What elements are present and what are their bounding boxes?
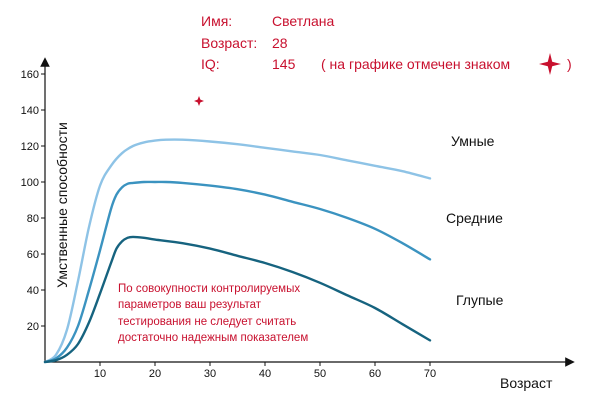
series-label-smart: Умные: [451, 133, 495, 149]
y-ticks: 20 40 60 80 100 120 140 160: [21, 69, 45, 333]
note-line-3: тестирования не следует считать: [118, 316, 296, 328]
x-tick-label: 60: [369, 368, 381, 380]
note-line-2: параметров ваш результат: [118, 299, 262, 311]
series-lines: [43, 138, 432, 364]
result-star-icon: [194, 96, 204, 106]
series-label-dull: Глупые: [456, 292, 504, 308]
name-label: Имя:: [201, 13, 232, 29]
age-label: Возраст:: [201, 35, 257, 51]
y-tick-label: 140: [21, 105, 39, 117]
y-tick-label: 60: [27, 249, 39, 261]
series-line-smart: [43, 138, 432, 364]
iq-note-end: ): [567, 56, 572, 72]
y-axis-title: Умственные способности: [54, 122, 70, 288]
result-marker-star-icon: [194, 96, 204, 106]
legend-star-icon: [539, 53, 561, 75]
x-tick-label: 30: [204, 368, 216, 380]
axes: [40, 57, 575, 367]
x-axis-title: Возраст: [500, 375, 553, 391]
y-tick-label: 20: [27, 321, 39, 333]
iq-value: 145: [272, 56, 296, 72]
iq-label: IQ:: [201, 56, 220, 72]
note-line-4: достаточно надежным показателем: [118, 332, 308, 344]
y-tick-label: 120: [21, 141, 39, 153]
info-block: Имя: Светлана Возраст: 28 IQ: 145 ( на г…: [201, 13, 572, 75]
series-label-average: Средние: [446, 210, 503, 226]
x-tick-label: 50: [314, 368, 326, 380]
name-value: Светлана: [272, 13, 335, 29]
x-tick-label: 10: [94, 368, 106, 380]
y-tick-label: 80: [27, 213, 39, 225]
age-value: 28: [272, 35, 288, 51]
series-line-dull: [43, 235, 432, 364]
iq-note-start: ( на графике отмечен знаком: [321, 56, 510, 72]
x-tick-label: 40: [259, 368, 271, 380]
disclaimer-note: По совокупности контролируемых параметро…: [118, 283, 308, 344]
x-ticks: 10 20 30 40 50 60 70: [94, 362, 436, 380]
note-line-1: По совокупности контролируемых: [118, 283, 300, 295]
y-tick-label: 160: [21, 69, 39, 81]
x-tick-label: 70: [424, 368, 436, 380]
series-line-average: [43, 180, 432, 364]
y-tick-label: 100: [21, 177, 39, 189]
x-tick-label: 20: [149, 368, 161, 380]
y-tick-label: 40: [27, 285, 39, 297]
